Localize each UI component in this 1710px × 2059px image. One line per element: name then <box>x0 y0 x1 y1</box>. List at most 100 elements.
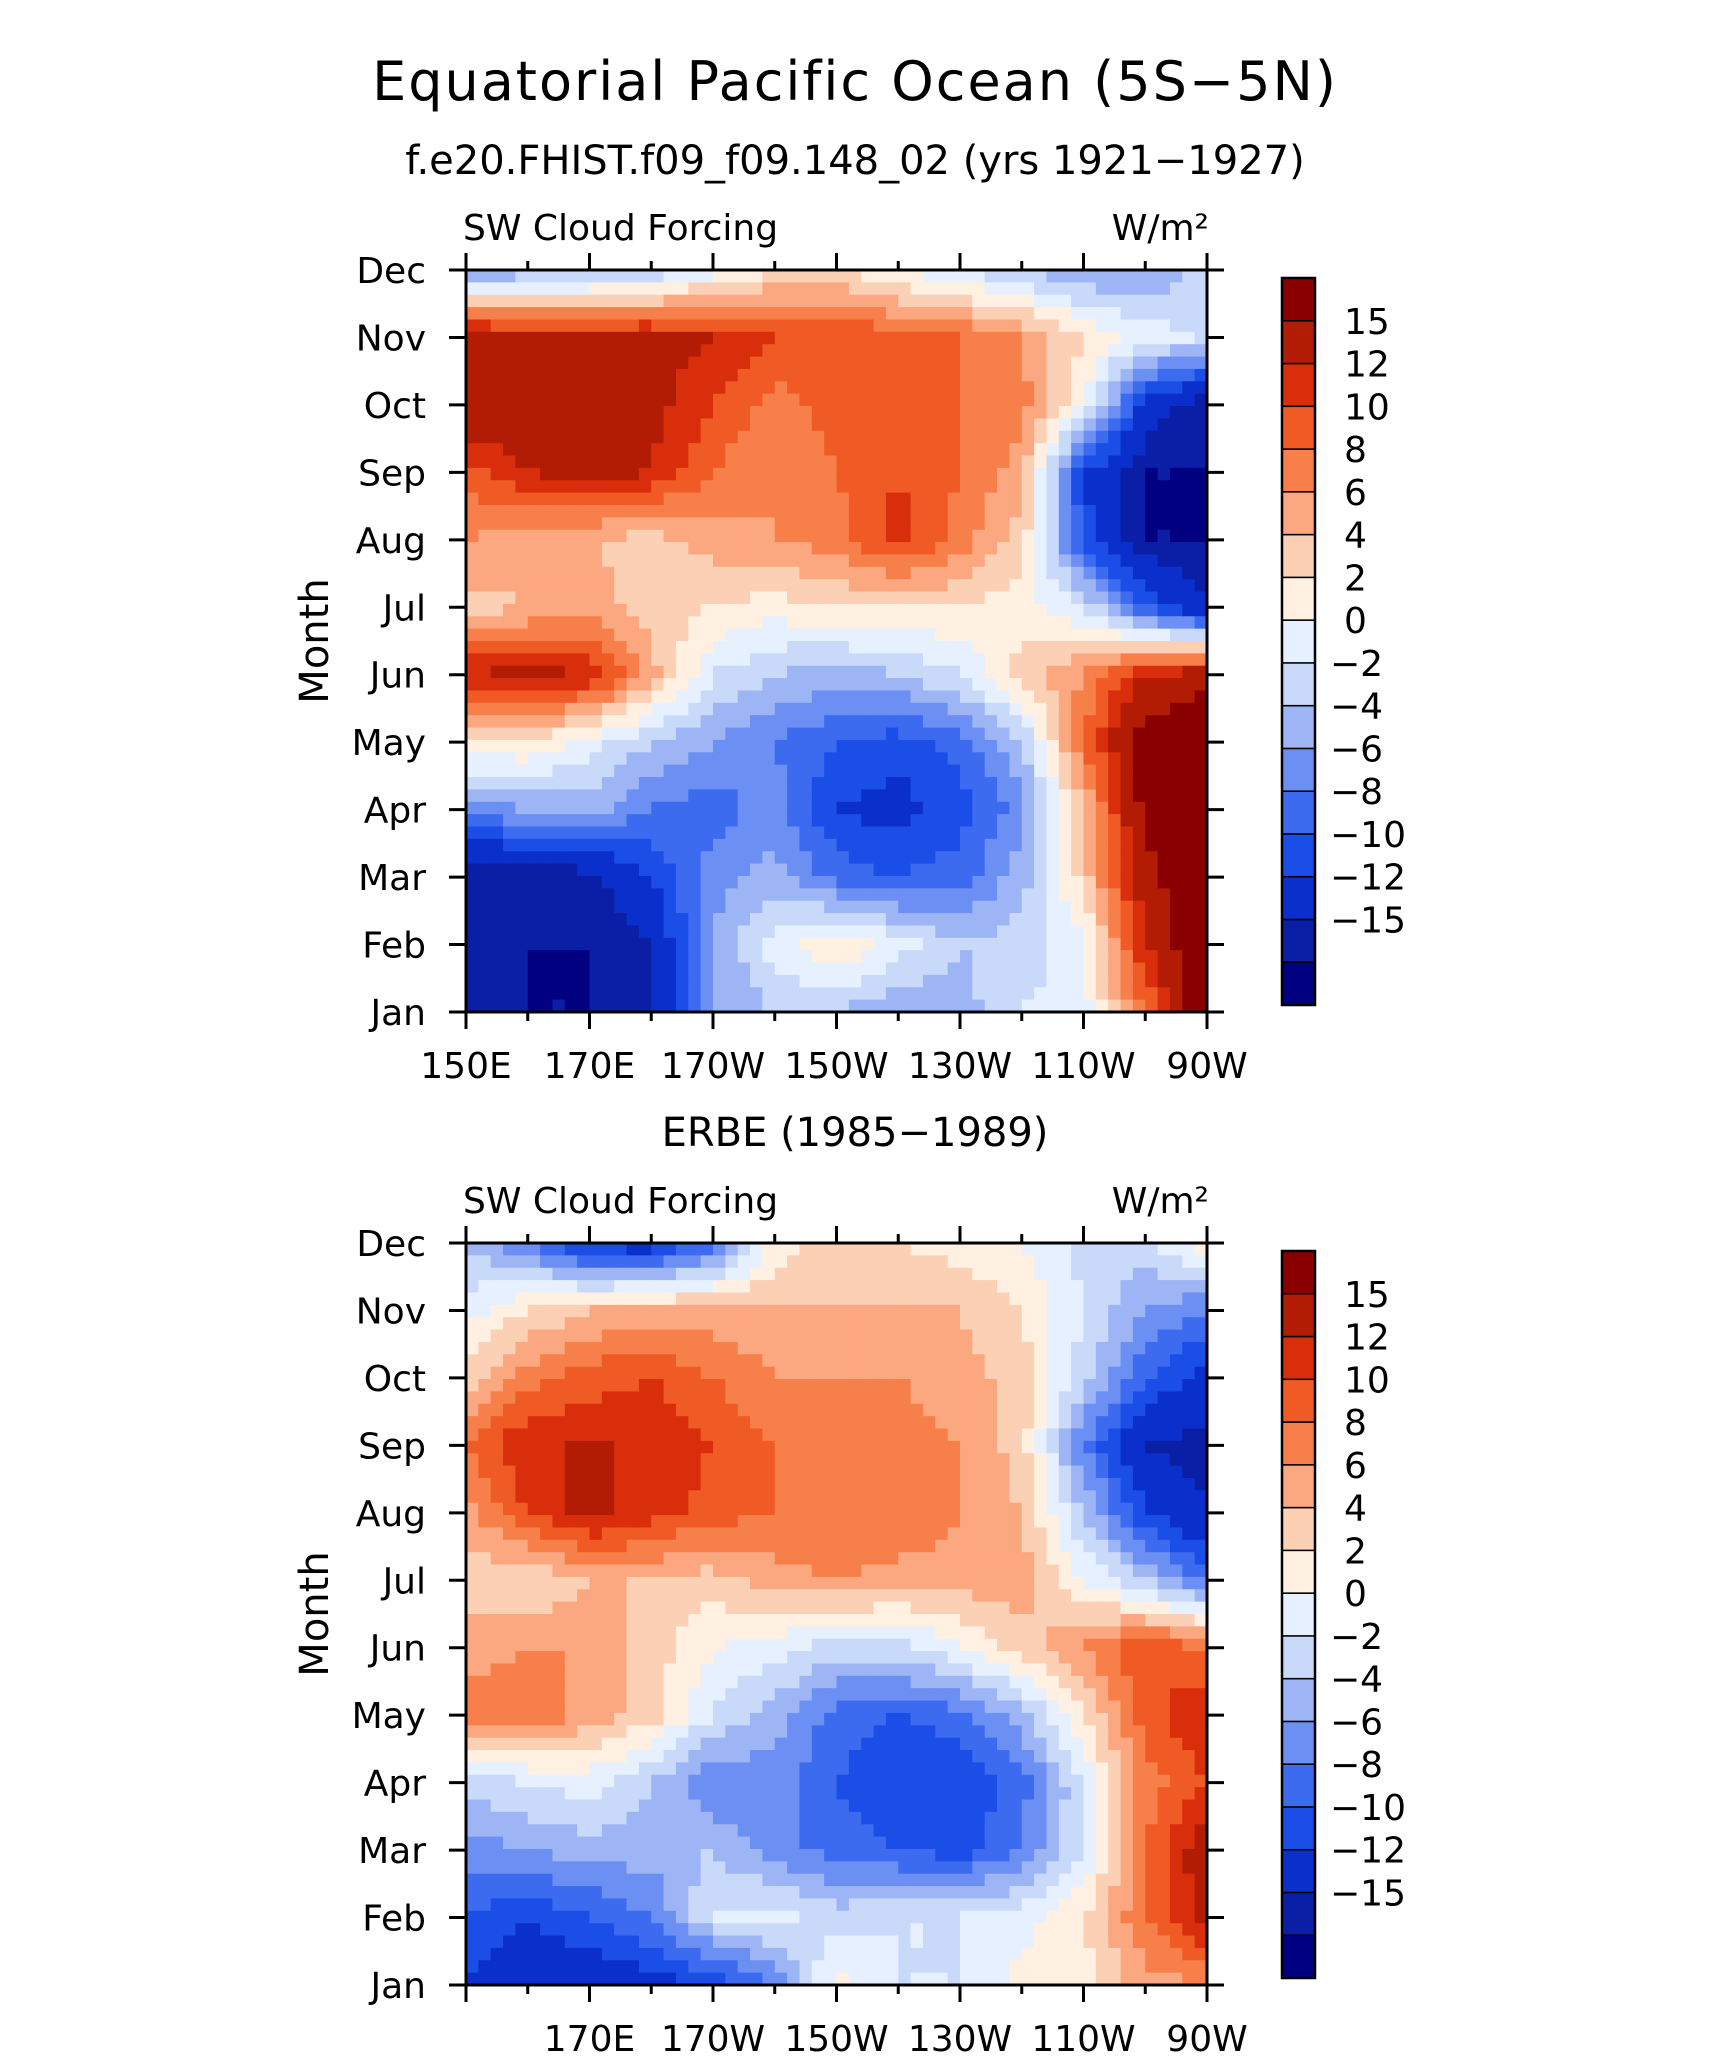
heatmap-cell <box>1095 492 1109 506</box>
heatmap-cell <box>577 1787 591 1801</box>
heatmap-cell <box>1071 925 1085 939</box>
heatmap-cell <box>824 653 838 667</box>
heatmap-cell <box>614 1799 628 1813</box>
heatmap-cell <box>750 480 763 494</box>
heatmap-cell <box>910 430 924 444</box>
heatmap-cell <box>540 974 554 988</box>
heatmap-cell <box>972 913 986 927</box>
heatmap-cell <box>1108 727 1122 741</box>
heatmap-cell <box>750 319 763 333</box>
heatmap-cell <box>811 517 825 531</box>
heatmap-cell <box>713 319 726 333</box>
heatmap-cell <box>774 492 788 506</box>
heatmap-cell <box>725 406 739 419</box>
heatmap-cell <box>490 764 504 778</box>
heatmap-cell <box>1071 950 1085 964</box>
heatmap-cell <box>799 356 813 370</box>
heatmap-cell <box>638 554 652 568</box>
heatmap-cell <box>1058 641 1072 654</box>
heatmap-cell <box>688 566 702 580</box>
heatmap-cell <box>577 1886 591 1900</box>
heatmap-cell <box>1157 690 1171 704</box>
heatmap-cell <box>466 1824 479 1838</box>
heatmap-cell <box>910 653 924 667</box>
heatmap-cell <box>527 1725 541 1739</box>
heatmap-cell <box>1034 974 1048 988</box>
heatmap-cell <box>1169 900 1183 914</box>
heatmap-cell <box>1120 307 1134 321</box>
heatmap-cell <box>1157 962 1171 976</box>
heatmap-cell <box>527 381 541 395</box>
heatmap-cell <box>626 764 640 778</box>
heatmap-cell <box>1058 715 1072 729</box>
heatmap-cell <box>1132 937 1146 951</box>
heatmap-cell <box>1009 542 1023 556</box>
heatmap-cell <box>1095 851 1109 865</box>
heatmap-cell <box>725 579 739 593</box>
heatmap-cell <box>1182 814 1196 828</box>
heatmap-cell <box>527 1576 541 1590</box>
heatmap-cell <box>626 1688 640 1702</box>
heatmap-cell <box>466 1861 479 1875</box>
heatmap-cell <box>799 702 813 716</box>
heatmap-cell <box>1046 331 1060 345</box>
heatmap-cell <box>997 603 1010 617</box>
heatmap-cell <box>737 715 751 729</box>
heatmap-cell <box>935 690 949 704</box>
heatmap-cell <box>997 838 1010 852</box>
heatmap-cell <box>1034 801 1048 815</box>
heatmap-cell <box>947 356 961 370</box>
heatmap-cell <box>688 1515 702 1529</box>
heatmap-cell <box>675 1651 689 1665</box>
heatmap-cell <box>601 504 615 518</box>
heatmap-cell <box>589 1774 603 1788</box>
heatmap-cell <box>1009 739 1023 753</box>
heatmap-cell <box>527 1379 541 1392</box>
heatmap-cell <box>1095 455 1109 469</box>
heatmap-cell <box>688 1576 702 1590</box>
heatmap-cell <box>1169 838 1183 852</box>
heatmap-cell <box>1009 801 1023 815</box>
heatmap-cell <box>1021 393 1035 407</box>
heatmap-cell <box>614 1589 628 1603</box>
heatmap-cell <box>1194 641 1208 654</box>
heatmap-cell <box>614 1700 628 1714</box>
heatmap-cell <box>811 368 825 382</box>
heatmap-cell <box>490 752 504 766</box>
heatmap-cell <box>1132 356 1146 370</box>
heatmap-cell <box>750 641 763 654</box>
heatmap-cell <box>589 801 603 815</box>
heatmap-cell <box>651 1440 665 1454</box>
heatmap-cell <box>824 554 838 568</box>
heatmap-cell <box>503 554 516 568</box>
heatmap-cell <box>688 851 702 865</box>
heatmap-cell <box>725 480 739 494</box>
heatmap-cell <box>589 542 603 556</box>
heatmap-cell <box>1108 616 1122 630</box>
heatmap-cell <box>552 702 566 716</box>
heatmap-cell <box>713 1243 726 1256</box>
heatmap-cell <box>675 1453 689 1467</box>
heatmap-cell <box>466 492 479 506</box>
heatmap-cell <box>1046 467 1060 481</box>
heatmap-cell <box>503 1787 516 1801</box>
heatmap-cell <box>1182 641 1196 654</box>
heatmap-cell <box>811 492 825 506</box>
heatmap-cell <box>490 368 504 382</box>
heatmap-cell <box>1157 727 1171 741</box>
heatmap-cell <box>527 777 541 790</box>
heatmap-cell <box>885 480 899 494</box>
heatmap-cell <box>577 307 591 321</box>
heatmap-cell <box>1021 851 1035 865</box>
heatmap-cell <box>1058 356 1072 370</box>
heatmap-cell <box>700 826 714 840</box>
heatmap-cell <box>601 1725 615 1739</box>
heatmap-cell <box>1169 418 1183 432</box>
heatmap-cell <box>466 579 479 593</box>
heatmap-cell <box>552 1564 566 1578</box>
heatmap-cell <box>898 826 912 840</box>
heatmap-cell <box>601 418 615 432</box>
heatmap-cell <box>503 690 516 704</box>
heatmap-cell <box>1034 690 1048 704</box>
heatmap-cell <box>651 801 665 815</box>
